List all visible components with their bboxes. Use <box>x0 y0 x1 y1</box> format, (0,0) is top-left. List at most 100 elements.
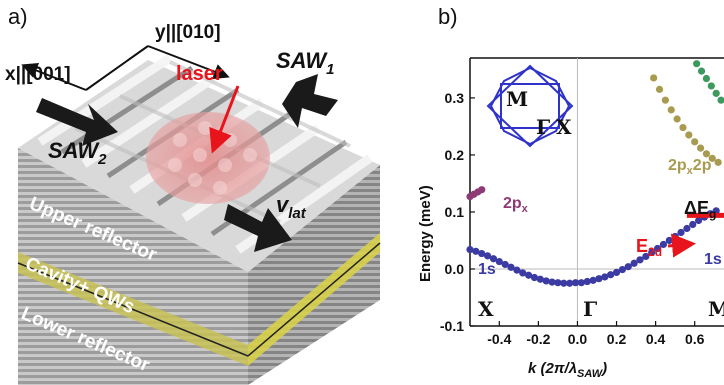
data-point-1s <box>466 245 474 254</box>
data-point-1s <box>571 279 580 287</box>
y-axis-title: Energy (meV) <box>417 185 434 282</box>
data-point-1s <box>483 252 492 260</box>
x-direction-arrow <box>21 62 87 91</box>
data-point-1s <box>689 220 697 229</box>
data-point-2px <box>478 186 486 194</box>
E2d-arrow <box>667 233 696 258</box>
axis-corner <box>85 45 149 91</box>
y-tick-label: 0.1 <box>445 204 465 220</box>
data-point-1s <box>513 266 521 274</box>
label-E2d: E2d <box>636 236 662 259</box>
data-point-upper <box>707 82 715 90</box>
data-point-2px2py <box>650 74 658 82</box>
data-point-1s <box>577 279 585 287</box>
data-point-1s <box>612 268 621 276</box>
data-point-1s <box>665 236 673 245</box>
bz-X-label: X <box>556 115 572 139</box>
data-point-2px2py <box>685 131 693 139</box>
saw2-label: SAW2 <box>48 138 107 168</box>
data-point-1s <box>589 276 597 284</box>
data-point-2px2py <box>667 106 675 114</box>
data-point-1s <box>560 279 568 287</box>
saw1-arrow <box>282 74 338 128</box>
label-1s-right: 1s <box>704 251 722 268</box>
vlat-label: vlat <box>276 192 307 222</box>
saw1-label: SAW1 <box>276 48 334 78</box>
data-point-1s <box>653 244 662 253</box>
data-point-1s <box>607 271 615 279</box>
data-point-1s <box>636 256 644 264</box>
data-point-upper <box>717 96 724 104</box>
laser-arrow <box>209 85 240 154</box>
data-point-1s <box>677 228 685 237</box>
data-point-1s <box>659 240 668 249</box>
data-point-2px2py <box>655 85 664 93</box>
data-point-2px2py <box>673 115 681 123</box>
data-point-1s <box>712 207 720 215</box>
data-point-1s <box>642 252 650 261</box>
data-point-upper <box>702 74 711 83</box>
data-point-2px2py <box>714 158 722 166</box>
data-point-1s <box>583 277 591 286</box>
y-direction-label: y||[010] <box>155 22 221 43</box>
data-point-1s <box>671 232 679 241</box>
data-point-1s <box>648 248 656 257</box>
label-1s-left: 1s <box>478 261 496 278</box>
data-point-1s <box>548 278 556 286</box>
x-tick-label: 0.0 <box>568 331 588 347</box>
data-point-1s <box>683 224 691 233</box>
x-direction-label: x||[001] <box>5 64 71 85</box>
data-point-1s <box>507 263 515 271</box>
x-tick-label: -0.4 <box>487 331 511 347</box>
y-tick-label: 0.2 <box>445 147 465 163</box>
data-point-1s <box>566 279 574 287</box>
data-point-1s <box>525 271 533 279</box>
data-point-upper <box>693 60 701 68</box>
point-X-label: X <box>478 297 494 321</box>
brillouin-zone-inset <box>486 64 574 148</box>
data-point-2px2py <box>708 154 716 162</box>
label-2px: 2px <box>503 195 529 215</box>
x-tick-label: -0.2 <box>526 331 550 347</box>
data-point-1s <box>489 255 498 263</box>
data-point-2px2py <box>661 96 669 104</box>
panel-b-label: b) <box>438 4 458 29</box>
y-tick-label: -0.1 <box>440 318 464 334</box>
label-2px2py: 2px2p <box>668 157 712 177</box>
vlat-arrow <box>224 204 292 252</box>
data-point-2px2py <box>702 150 711 158</box>
data-point-upper <box>697 67 706 75</box>
data-point-1s <box>501 260 509 269</box>
y-direction-arrow <box>147 45 230 80</box>
data-point-1s <box>554 279 562 287</box>
panel-a-label: a) <box>8 4 28 29</box>
data-point-2px2py <box>691 138 699 146</box>
data-point-upper <box>712 89 720 97</box>
y-tick-label: 0.3 <box>445 90 465 106</box>
data-point-2px2py <box>696 144 705 152</box>
data-point-1s <box>519 269 527 277</box>
panel-b: b) -0.4 -0.2 0.0 0.2 0.4 0.6-0.10.00.10.20.3 … <box>417 4 724 380</box>
data-point-1s <box>618 265 627 274</box>
label-deltaEg: ΔEg <box>684 198 716 221</box>
y-tick-label: 0.0 <box>445 261 465 277</box>
panel-a: a) <box>5 4 381 385</box>
x-tick-label: 0.4 <box>646 331 666 347</box>
data-point-1s <box>478 249 486 258</box>
x-tick-label: 0.6 <box>685 331 705 347</box>
data-point-1s <box>695 216 703 225</box>
data-point-1s <box>595 275 603 283</box>
x-tick-label: 0.2 <box>607 331 627 347</box>
data-point-1s <box>495 257 503 266</box>
x-axis-title: k (2π/λSAW) <box>528 360 607 380</box>
data-point-1s <box>601 273 609 281</box>
chart-plot-area: -0.4 -0.2 0.0 0.2 0.4 0.6 -0.1 0.0 0.1 0.2 0.3 <box>440 57 724 347</box>
saw2-arrow <box>36 98 118 146</box>
data-point-1s <box>472 247 480 255</box>
data-point-1s <box>530 273 539 282</box>
data-point-1s <box>624 263 632 271</box>
laser-label: laser <box>176 63 223 85</box>
bz-M-label: M <box>506 87 528 111</box>
data-point-1s <box>536 275 544 283</box>
